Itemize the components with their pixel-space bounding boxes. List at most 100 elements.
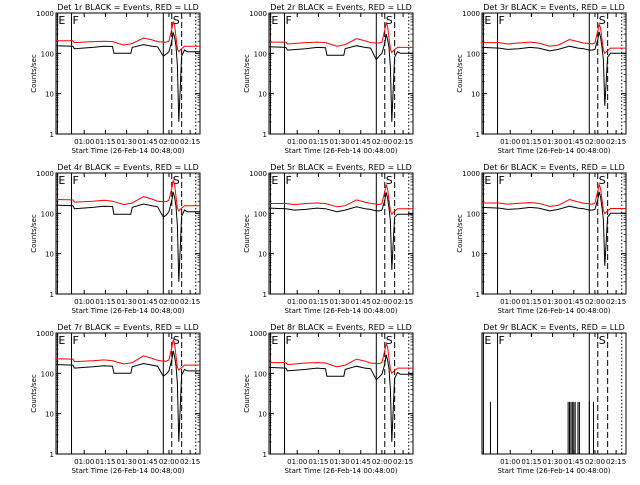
plot-frame <box>481 12 627 135</box>
x-axis-label: Start Time (26-Feb-14 00:48:00) <box>71 307 184 315</box>
y-tick-label: 100 <box>254 50 267 58</box>
series-lld-line <box>269 21 413 54</box>
x-tick-label: 01:15 <box>95 298 115 306</box>
y-tick-label: 1 <box>263 131 267 139</box>
series-lld-line <box>55 178 200 212</box>
x-tick-label: 01:30 <box>329 138 349 146</box>
event-marker-label: F <box>286 334 292 347</box>
panel-title: Det 1r BLACK = Events, RED = LLD <box>57 3 199 12</box>
x-tick-label: 02:00 <box>372 458 392 466</box>
x-tick-label: 01:15 <box>521 458 541 466</box>
event-marker-label: E <box>271 174 278 187</box>
x-tick-label: 02:00 <box>372 298 392 306</box>
x-tick-label: 01:15 <box>308 458 328 466</box>
x-tick-label: 02:00 <box>372 138 392 146</box>
event-marker-label: F <box>73 14 79 27</box>
series-events-line <box>55 350 200 442</box>
y-tick-label: 1 <box>50 451 54 459</box>
plot-frame <box>268 332 414 455</box>
x-tick-label: 02:15 <box>180 138 200 146</box>
y-tick-label: 1000 <box>249 10 267 18</box>
panel-title: Det 4r BLACK = Events, RED = LLD <box>57 163 199 172</box>
y-tick-label: 1 <box>263 291 267 299</box>
x-axis-label: Start Time (26-Feb-14 00:48:00) <box>497 147 610 155</box>
panel-det-4: Det 4r BLACK = Events, RED = LLD 1 10 100 10… <box>30 163 201 315</box>
x-tick-label: 02:00 <box>159 458 179 466</box>
x-tick-label: 02:00 <box>159 138 179 146</box>
x-tick-label: 01:45 <box>564 298 584 306</box>
event-marker-label: F <box>286 14 292 27</box>
x-tick-label: 01:45 <box>564 138 584 146</box>
x-axis-label: Start Time (26-Feb-14 00:48:00) <box>497 307 610 315</box>
x-tick-label: 01:45 <box>351 298 371 306</box>
event-marker-label: S <box>173 14 180 27</box>
y-tick-label: 1 <box>476 291 480 299</box>
x-tick-label: 01:30 <box>329 298 349 306</box>
event-marker-label: S <box>386 334 393 347</box>
x-axis-label: Start Time (26-Feb-14 00:48:00) <box>284 307 397 315</box>
event-marker-label: E <box>58 14 65 27</box>
y-axis-label: Counts/sec <box>456 214 464 253</box>
y-tick-label: 100 <box>467 50 480 58</box>
event-marker-label: S <box>599 334 606 347</box>
x-tick-label: 01:00 <box>74 138 94 146</box>
series-events-line <box>268 33 413 122</box>
x-tick-label: 02:00 <box>159 298 179 306</box>
y-axis-label: Counts/sec <box>456 54 464 93</box>
event-marker-label: F <box>286 174 292 187</box>
y-tick-label: 1000 <box>462 170 480 178</box>
y-axis-label: Counts/sec <box>243 374 251 413</box>
y-tick-label: 10 <box>471 91 480 99</box>
y-tick-label: 10 <box>45 91 54 99</box>
event-marker-label: E <box>484 14 491 27</box>
event-marker-label: F <box>73 334 79 347</box>
x-tick-label: 01:00 <box>287 458 307 466</box>
y-tick-label: 1000 <box>36 10 54 18</box>
panel-title: Det 7r BLACK = Events, RED = LLD <box>57 323 199 332</box>
event-marker-label: E <box>271 14 278 27</box>
y-tick-label: 100 <box>41 50 54 58</box>
x-tick-label: 01:45 <box>138 458 158 466</box>
event-marker-label: F <box>499 14 505 27</box>
panel-title: Det 6r BLACK = Events, RED = LLD <box>483 163 625 172</box>
event-marker-label: S <box>386 174 393 187</box>
series-lld-line <box>482 22 626 55</box>
series-lld-line <box>55 337 200 371</box>
plot-frame <box>55 12 201 135</box>
x-tick-label: 01:15 <box>521 138 541 146</box>
panel-title: Det 9r BLACK = Events, RED = LLD <box>483 323 625 332</box>
x-tick-label: 01:30 <box>116 138 136 146</box>
x-tick-label: 01:00 <box>74 458 94 466</box>
y-tick-label: 1000 <box>36 330 54 338</box>
x-tick-label: 02:15 <box>393 298 413 306</box>
x-tick-label: 01:45 <box>351 458 371 466</box>
x-tick-label: 01:15 <box>308 298 328 306</box>
plot-frame <box>481 332 627 455</box>
series-lld-line <box>269 342 413 375</box>
series-lld-line <box>482 183 626 215</box>
y-axis-label: Counts/sec <box>30 214 38 253</box>
panel-det-7: Det 7r BLACK = Events, RED = LLD 1 10 100 10… <box>30 323 201 475</box>
series-lld-line <box>56 20 200 53</box>
x-axis-label: Start Time (26-Feb-14 00:48:00) <box>497 467 610 475</box>
x-axis-label: Start Time (26-Feb-14 00:48:00) <box>71 147 184 155</box>
series-events-line <box>268 192 413 270</box>
y-tick-label: 100 <box>254 370 267 378</box>
series-events-line <box>481 191 626 266</box>
panel-det-3: Det 3r BLACK = Events, RED = LLD 1 10 100 10… <box>456 3 627 155</box>
event-marker-label: F <box>499 174 505 187</box>
y-tick-label: 1 <box>50 291 54 299</box>
x-tick-label: 01:30 <box>542 138 562 146</box>
event-marker-label: E <box>484 174 491 187</box>
event-marker-label: E <box>58 334 65 347</box>
event-marker-label: E <box>484 334 491 347</box>
panel-det-1: Det 1r BLACK = Events, RED = LLD 1 10 100 10… <box>30 3 201 155</box>
x-axis-label: Start Time (26-Feb-14 00:48:00) <box>284 467 397 475</box>
event-marker-label: S <box>173 174 180 187</box>
event-marker-label: S <box>599 174 606 187</box>
x-tick-label: 02:15 <box>393 458 413 466</box>
x-tick-label: 01:30 <box>116 298 136 306</box>
x-tick-label: 01:15 <box>95 458 115 466</box>
y-tick-label: 1000 <box>249 330 267 338</box>
